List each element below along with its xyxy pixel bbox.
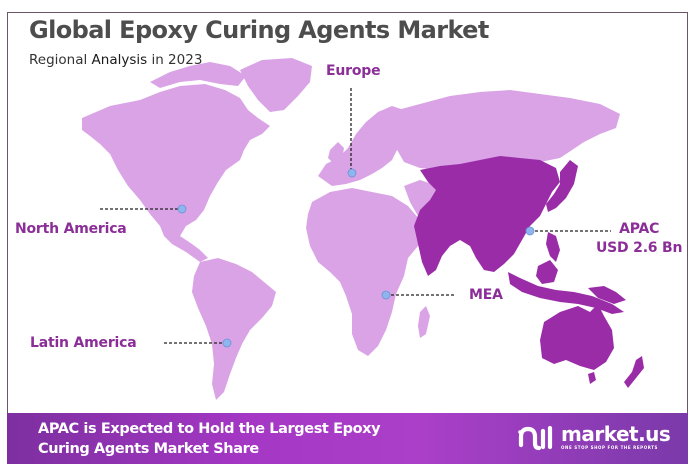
subtitle: Regional Analysis in 2023 xyxy=(29,52,202,68)
apac-marker[interactable] xyxy=(525,226,535,236)
apac-name: APAC xyxy=(619,221,660,237)
latin-america-marker[interactable] xyxy=(222,338,232,348)
north-america-marker[interactable] xyxy=(177,204,187,214)
logo-mark-icon xyxy=(518,425,553,451)
mea-label: MEA xyxy=(469,287,503,303)
japan-shape xyxy=(546,160,578,212)
mea-marker[interactable] xyxy=(381,290,391,300)
logo-name: market.us xyxy=(561,422,671,446)
australia-shape xyxy=(540,304,614,370)
borneo-shape xyxy=(536,260,558,284)
europe-label: Europe xyxy=(326,63,381,79)
apac-value: USD 2.6 Bn xyxy=(596,240,683,256)
logo-tagline: ONE STOP SHOP FOR THE REPORTS xyxy=(561,445,659,450)
markers xyxy=(177,168,535,348)
south-america-shape xyxy=(192,258,276,400)
banner-line-2: Curing Agents Market Share xyxy=(38,441,259,457)
banner-text: APAC is Expected to Hold the Largest Epo… xyxy=(38,419,381,459)
subtitle-suffix: in 2023 xyxy=(147,52,203,68)
indonesia-shape xyxy=(508,272,624,314)
subtitle-prefix: Regional xyxy=(29,52,92,68)
europe-marker[interactable] xyxy=(347,168,357,178)
north-america-label: North America xyxy=(15,221,127,237)
apac-label: APAC USD 2.6 Bn xyxy=(596,220,682,258)
leader-lines xyxy=(100,88,611,344)
philippines-shape xyxy=(546,232,560,262)
new-guinea-shape xyxy=(588,286,626,304)
footer-banner: APAC is Expected to Hold the Largest Epo… xyxy=(7,413,688,464)
uk-shape xyxy=(328,142,344,164)
madagascar-shape xyxy=(418,306,430,338)
africa-shape xyxy=(306,188,428,356)
base-landmass xyxy=(82,58,620,400)
page-title: Global Epoxy Curing Agents Market xyxy=(29,16,489,44)
subtitle-emphasis: Analysis xyxy=(91,52,148,68)
greenland-shape xyxy=(240,58,312,112)
market-us-logo[interactable]: market.us ONE STOP SHOP FOR THE REPORTS xyxy=(517,422,671,451)
apac-landmass xyxy=(414,156,644,388)
europe-shape xyxy=(318,106,408,186)
banner-line-1: APAC is Expected to Hold the Largest Epo… xyxy=(38,421,381,437)
russia-shape xyxy=(390,90,620,170)
latin-america-label: Latin America xyxy=(30,335,137,351)
north-america-shape xyxy=(82,84,270,262)
new-zealand-shape xyxy=(624,356,644,388)
asia-shape xyxy=(414,156,560,276)
canada-islands-shape xyxy=(150,62,246,88)
tasmania-shape xyxy=(588,372,596,384)
infographic-frame xyxy=(7,12,688,464)
